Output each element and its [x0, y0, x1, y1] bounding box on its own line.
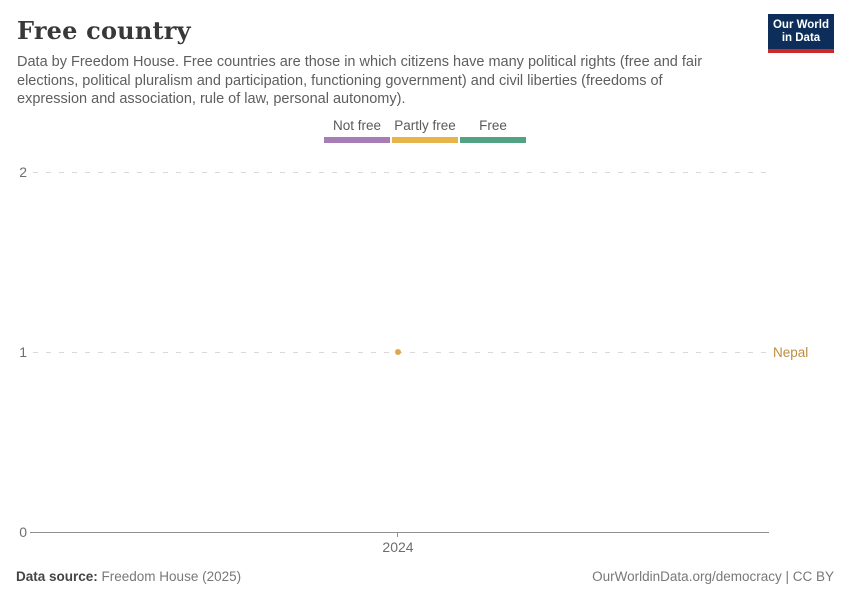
legend-item-partly-free[interactable]: Partly free: [392, 118, 458, 143]
y-axis-tick-2: 2: [19, 164, 27, 180]
data-source: Data source: Freedom House (2025): [16, 569, 241, 584]
legend-item-free[interactable]: Free: [460, 118, 526, 143]
owid-logo-text: Our World: [772, 19, 829, 31]
chart-subtitle: Data by Freedom House. Free countries ar…: [17, 53, 737, 109]
chart-footer: Data source: Freedom House (2025) OurWor…: [16, 569, 834, 584]
subtitle-line: Data by Freedom House. Free countries ar…: [17, 54, 703, 70]
page-title: Free country: [17, 16, 191, 45]
x-axis-line: [30, 532, 769, 533]
x-axis-tick-2024: 2024: [382, 539, 414, 555]
gridline-y2: [33, 172, 768, 173]
y-axis-tick-1: 1: [19, 344, 27, 360]
y-axis-tick-0: 0: [19, 524, 27, 540]
legend-item-not-free[interactable]: Not free: [324, 118, 390, 143]
series-label-nepal[interactable]: Nepal: [773, 345, 809, 360]
legend-label: Free: [479, 118, 507, 133]
data-source-value: Freedom House (2025): [97, 569, 242, 584]
footer-attribution[interactable]: OurWorldinData.org/democracy | CC BY: [592, 569, 834, 584]
legend: Not free Partly free Free: [0, 118, 850, 143]
legend-swatch: [392, 137, 458, 143]
subtitle-line: elections, political pluralism and parti…: [17, 72, 663, 89]
subtitle-line: expression and association, rule of law,…: [17, 91, 406, 107]
x-axis-tickmark: [397, 532, 398, 537]
legend-swatch: [460, 137, 526, 143]
data-source-label: Data source:: [16, 569, 98, 584]
data-point-nepal[interactable]: [395, 349, 401, 355]
owid-logo[interactable]: Our World in Data: [768, 14, 834, 53]
legend-label: Partly free: [394, 118, 456, 133]
legend-label: Not free: [332, 118, 382, 133]
owid-logo-text: in Data: [781, 32, 821, 44]
legend-swatch: [324, 137, 390, 143]
